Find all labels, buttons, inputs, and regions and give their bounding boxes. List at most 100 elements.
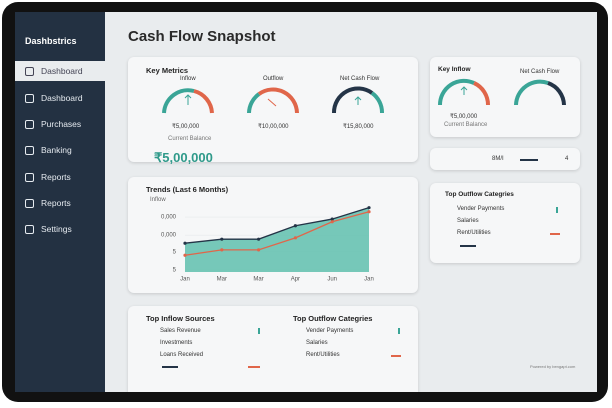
page-title: Cash Flow Snapshot: [128, 28, 276, 45]
point: [257, 237, 261, 241]
gauge-label: Outflow: [263, 76, 284, 82]
indicator: [520, 159, 538, 161]
x-tick-label: Jun: [327, 277, 337, 283]
trend-chart: 5 5 0,000 0,000 Jan Mar Mar Apr Jun Jan: [161, 206, 374, 283]
area: [185, 207, 369, 272]
gauge-caption: Current Balance: [444, 122, 488, 128]
icon: [25, 146, 34, 155]
indicator: [550, 233, 560, 235]
y-tick-label: 0,000: [161, 215, 177, 221]
gauge-arc: [473, 81, 491, 106]
card-title: Top Outflow Categries: [293, 314, 373, 323]
indicator: [556, 207, 558, 213]
point: [220, 248, 224, 252]
x-tick-label: Mar: [217, 277, 227, 283]
nav-label: Reports: [41, 172, 71, 182]
indicator: [398, 328, 400, 334]
gauge-value: ₹15,80,000: [343, 124, 374, 130]
line: [184, 207, 370, 244]
screen: Dashbstrics Dashboard Dashboard Purchase…: [15, 12, 597, 392]
line: [184, 211, 370, 256]
list-item: Loans Received: [160, 352, 204, 358]
point: [367, 210, 371, 214]
icon: [25, 120, 34, 129]
mini-left: 8M/I: [492, 156, 504, 162]
gauge-arc: [547, 81, 566, 106]
gauge: [331, 86, 385, 114]
indicator: [258, 328, 260, 334]
point: [367, 206, 371, 210]
brand: Dashbstrics: [25, 36, 77, 46]
list-item: Salaries: [306, 340, 328, 346]
gauge-arc: [257, 87, 299, 114]
nav-item[interactable]: Settings: [15, 219, 105, 239]
card-title: Top Inflow Sources: [146, 314, 215, 323]
nav-label: Dashboard: [41, 93, 83, 103]
point: [257, 248, 261, 252]
key-metrics-card: Key Metrics Inflow ₹5,00,000 Current Bal…: [128, 57, 418, 165]
gauges: [437, 78, 566, 106]
y-axis-label: Inflow: [150, 197, 166, 203]
point: [220, 237, 224, 241]
card-title: Key Inflow: [438, 66, 471, 73]
footer: Powered by bengapt.com: [530, 364, 576, 369]
point: [183, 253, 187, 257]
gauges: [162, 87, 299, 114]
nav-item[interactable]: Reports: [15, 167, 105, 187]
mini-right: 4: [565, 156, 569, 162]
icon: [25, 173, 34, 182]
indicator: [391, 355, 401, 357]
point: [183, 241, 187, 245]
gauge-value: ₹10,00,000: [258, 124, 289, 130]
gauge-arc: [193, 89, 214, 114]
list-item: Salaries: [457, 218, 479, 224]
trends-card: Trends (Last 6 Months) Inflow 5 5 0,000 0,0…: [128, 177, 418, 293]
nav-label: Dashboard: [41, 66, 83, 76]
gauge-arc: [514, 79, 549, 106]
card-title: Trends (Last 6 Months): [146, 185, 229, 194]
point: [330, 217, 334, 221]
list-item: Vender Payments: [306, 328, 354, 334]
nav-label: Reports: [41, 198, 71, 208]
list-item: Vender Payments: [457, 206, 505, 212]
gauge-arc: [331, 86, 374, 114]
icon: [25, 67, 34, 76]
card-title: Key Metrics: [146, 66, 189, 75]
card-title: Top Outflow Categries: [445, 191, 514, 198]
x-tick-label: Jan: [364, 277, 374, 283]
arrow-icon: [184, 94, 192, 105]
arrow-icon: [460, 86, 468, 95]
gauge-caption: Current Balance: [168, 136, 212, 142]
indicator: [248, 366, 260, 368]
gauge-arc: [437, 78, 475, 106]
y-tick-label: 5: [173, 249, 177, 255]
icon: [25, 225, 34, 234]
needle: [267, 98, 277, 107]
point: [330, 220, 334, 224]
indicator: [460, 245, 476, 247]
gauge-label: Inflow: [180, 76, 196, 82]
nav-item[interactable]: Banking: [15, 140, 105, 160]
gauge-arc: [247, 92, 261, 114]
key-inflow-card: Key Inflow Net Cash Flow ₹5,00,000 Curre…: [430, 57, 580, 137]
nav-item[interactable]: Reports: [15, 193, 105, 213]
x-tick-label: Jan: [180, 277, 190, 283]
gauge-arc: [162, 88, 195, 114]
x-tick-label: Mar: [253, 277, 263, 283]
nav-item[interactable]: Dashboard: [15, 88, 105, 108]
outflow-card: Top Outflow Categries Vender Payments Sa…: [430, 183, 580, 263]
list-item: Investments: [160, 340, 193, 346]
sidebar: Dashbstrics Dashboard Dashboard Purchase…: [15, 12, 105, 392]
indicator: [162, 366, 178, 368]
list-item: Rent/Utilities: [306, 352, 340, 358]
gauge-value: ₹5,00,000: [450, 114, 478, 120]
nav-item[interactable]: Dashboard: [15, 61, 105, 81]
nav-label: Settings: [41, 224, 72, 234]
icon: [25, 199, 34, 208]
gauge-label: Net Cash Flow: [520, 69, 560, 75]
point: [293, 236, 297, 240]
gauge-label: Net Cash Flow: [340, 76, 380, 82]
nav-item[interactable]: Purchases: [15, 114, 105, 134]
icon: [25, 94, 34, 103]
